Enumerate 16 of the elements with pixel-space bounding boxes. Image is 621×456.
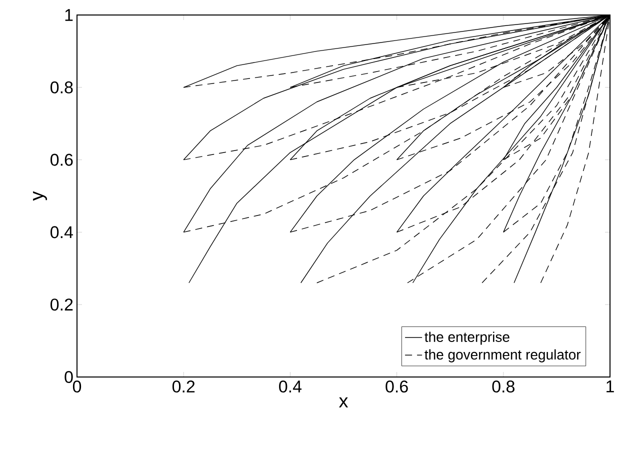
x-tick-label: 0.2: [172, 380, 195, 393]
y-tick-label: 0.8: [50, 81, 73, 94]
y-tick-label: 0.6: [50, 154, 73, 166]
legend-label: the enterprise: [424, 332, 510, 345]
x-tick-label: 0.8: [492, 380, 514, 393]
legend-label: the government regulator: [424, 349, 581, 362]
x-tick-label: 0: [72, 380, 82, 393]
x-tick-label: 0.6: [386, 380, 408, 393]
x-axis-title: x: [338, 397, 348, 408]
y-axis-title: y: [33, 191, 47, 201]
y-tick-label: 0.4: [50, 226, 73, 238]
x-tick-label: 1: [606, 380, 614, 392]
y-tick-label: 1: [65, 9, 73, 21]
y-tick-label: 0: [64, 370, 73, 384]
y-tick-label: 0.2: [50, 298, 73, 311]
x-tick-label: 0.4: [279, 380, 302, 393]
